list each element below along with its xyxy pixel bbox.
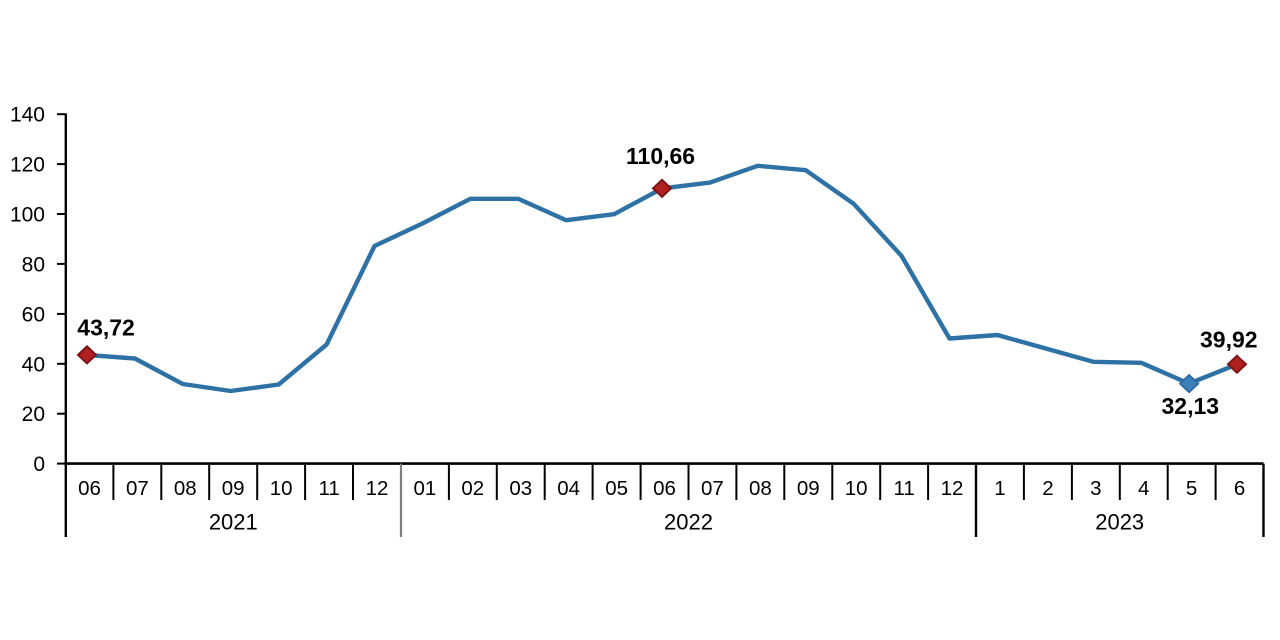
svg-text:3: 3 bbox=[1090, 477, 1101, 500]
svg-text:07: 07 bbox=[126, 477, 149, 500]
svg-text:10: 10 bbox=[270, 477, 293, 500]
svg-text:0: 0 bbox=[33, 453, 45, 476]
svg-text:08: 08 bbox=[749, 477, 772, 500]
svg-text:20: 20 bbox=[22, 403, 45, 426]
svg-text:03: 03 bbox=[509, 477, 532, 500]
svg-text:09: 09 bbox=[222, 477, 245, 500]
svg-text:06: 06 bbox=[78, 477, 101, 500]
svg-text:12: 12 bbox=[366, 477, 389, 500]
svg-text:5: 5 bbox=[1186, 477, 1197, 500]
svg-text:120: 120 bbox=[10, 154, 45, 177]
svg-text:2023: 2023 bbox=[1095, 510, 1144, 535]
svg-text:12: 12 bbox=[941, 477, 964, 500]
svg-text:43,72: 43,72 bbox=[77, 315, 135, 341]
svg-text:140: 140 bbox=[10, 104, 45, 127]
svg-text:39,92: 39,92 bbox=[1200, 327, 1258, 353]
svg-text:100: 100 bbox=[10, 204, 45, 227]
svg-text:2022: 2022 bbox=[664, 510, 713, 535]
svg-text:04: 04 bbox=[557, 477, 580, 500]
svg-text:01: 01 bbox=[413, 477, 436, 500]
svg-text:08: 08 bbox=[174, 477, 197, 500]
svg-text:80: 80 bbox=[22, 253, 45, 276]
svg-text:4: 4 bbox=[1138, 477, 1149, 500]
svg-text:2: 2 bbox=[1042, 477, 1053, 500]
svg-text:40: 40 bbox=[22, 353, 45, 376]
svg-text:05: 05 bbox=[605, 477, 628, 500]
svg-text:2021: 2021 bbox=[209, 510, 258, 535]
svg-text:02: 02 bbox=[461, 477, 484, 500]
svg-text:10: 10 bbox=[845, 477, 868, 500]
svg-text:60: 60 bbox=[22, 303, 45, 326]
svg-text:32,13: 32,13 bbox=[1162, 393, 1220, 419]
svg-text:09: 09 bbox=[797, 477, 820, 500]
svg-text:11: 11 bbox=[318, 477, 339, 500]
svg-text:07: 07 bbox=[701, 477, 724, 500]
svg-text:6: 6 bbox=[1234, 477, 1245, 500]
svg-text:110,66: 110,66 bbox=[626, 143, 695, 169]
svg-text:06: 06 bbox=[653, 477, 676, 500]
svg-text:11: 11 bbox=[893, 477, 914, 500]
svg-text:1: 1 bbox=[994, 477, 1005, 500]
